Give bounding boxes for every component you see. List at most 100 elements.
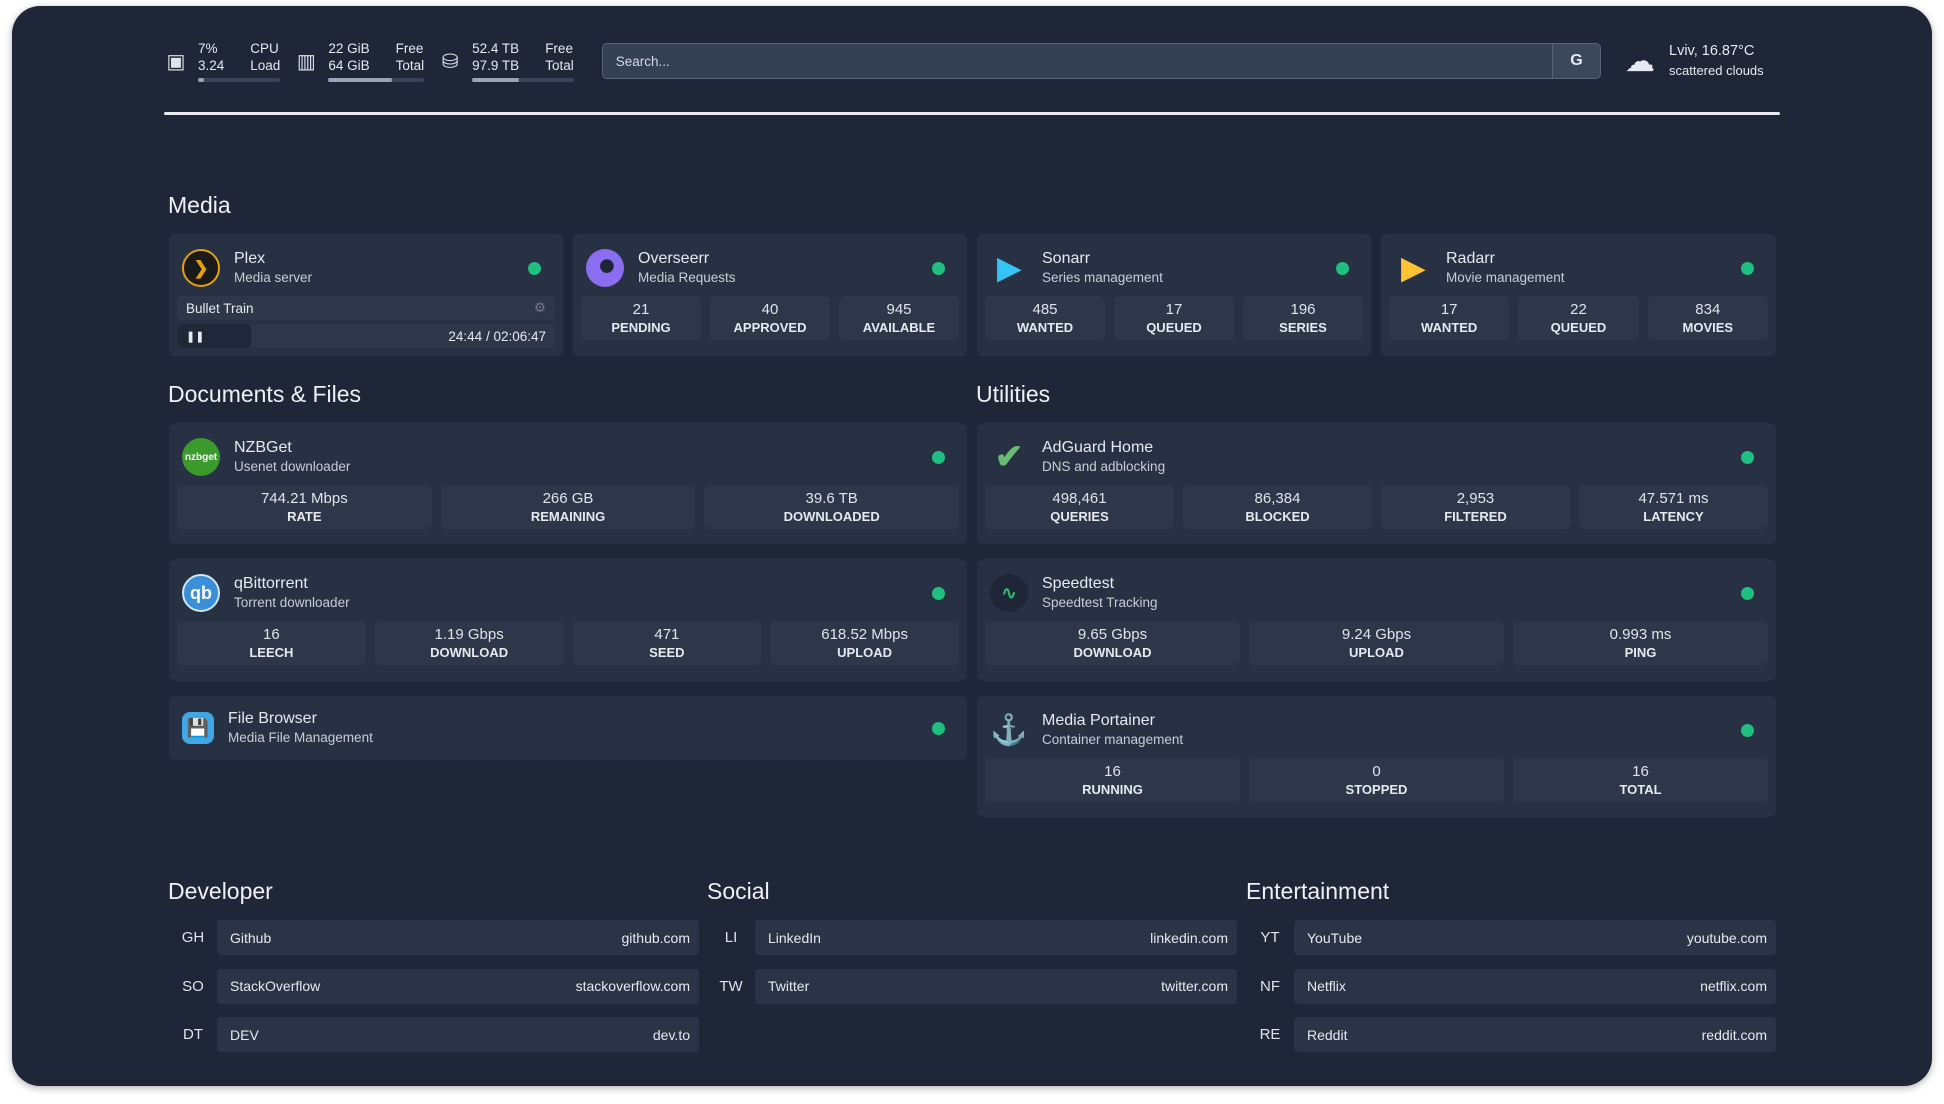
service-name: Sonarr bbox=[1042, 250, 1091, 267]
playback-row: ❚❚ 24:44 / 02:06:47 bbox=[177, 324, 555, 348]
stat-box: 40 APPROVED bbox=[710, 296, 830, 340]
status-dot bbox=[1336, 261, 1349, 275]
stat-label: QUEUED bbox=[1550, 320, 1607, 335]
service-desc: Container management bbox=[1042, 732, 1184, 747]
stat-value: 16 bbox=[263, 626, 280, 643]
bookmark-url: github.com bbox=[621, 929, 690, 946]
ram-widget: ▥ 22 GiB 64 GiB Free Total bbox=[294, 40, 425, 82]
cpu-label: CPU bbox=[250, 41, 279, 56]
dashboard bbox=[12, 6, 1932, 1086]
section-utilities: Utilities bbox=[976, 381, 1051, 407]
search-input[interactable] bbox=[602, 53, 1552, 69]
stat-label: BLOCKED bbox=[1245, 509, 1310, 524]
bookmark-name: YouTube bbox=[1307, 929, 1363, 946]
stat-value: 47.571 ms bbox=[1638, 490, 1709, 507]
status-dot bbox=[1741, 723, 1754, 737]
stat-value: 0.993 ms bbox=[1609, 626, 1672, 643]
stat-label: MOVIES bbox=[1682, 320, 1734, 335]
stat-label: PENDING bbox=[611, 320, 671, 335]
service-name: Overseerr bbox=[638, 250, 710, 267]
stat-box: 16 RUNNING bbox=[985, 758, 1240, 802]
playback-time: 24:44 / 02:06:47 bbox=[448, 328, 546, 344]
stat-label: SERIES bbox=[1279, 320, 1327, 335]
bookmark-name: Reddit bbox=[1307, 1026, 1348, 1043]
bookmark-abbr: TW bbox=[719, 977, 743, 995]
qbit-card[interactable]: qb qBittorrent Torrent downloader 16 LEECH 1… bbox=[169, 559, 967, 681]
stat-box: 744.21 Mbps RATE bbox=[177, 485, 432, 529]
stat-value: 266 GB bbox=[542, 490, 594, 507]
stat-value: 9.24 Gbps bbox=[1341, 626, 1412, 643]
disk-widget: ⛁ 52.4 TB 97.9 TB Free Total bbox=[438, 40, 574, 82]
load-label: Load bbox=[250, 58, 281, 73]
nzbget-card[interactable]: nzbget NZBGet Usenet downloader 744.21 Mbp… bbox=[169, 423, 967, 544]
adguard-card[interactable]: ✔ AdGuard Home DNS and adblocking 498,461 Q… bbox=[977, 423, 1776, 544]
stat-label: WANTED bbox=[1016, 320, 1074, 335]
stat-box: 0.993 ms PING bbox=[1513, 621, 1768, 665]
settings-icon[interactable]: ⚙ bbox=[533, 300, 546, 315]
stat-label: APPROVED bbox=[733, 320, 807, 335]
bookmark-url: twitter.com bbox=[1161, 978, 1228, 994]
bookmark-reddit[interactable]: RE Reddit reddit.com bbox=[1246, 1017, 1776, 1052]
stat-box: 0 STOPPED bbox=[1249, 758, 1504, 802]
stat-label: AVAILABLE bbox=[862, 320, 936, 335]
stat-label: STOPPED bbox=[1345, 782, 1408, 797]
plex-card[interactable]: ❯ Plex Media server Bullet Train ⚙ ❚❚ 24:44… bbox=[169, 234, 563, 356]
cpu-value: 7% bbox=[198, 41, 218, 56]
bookmark-name: Twitter bbox=[768, 978, 810, 994]
bookmark-stackoverflow[interactable]: SO StackOverflow stackoverflow.com bbox=[169, 968, 699, 1004]
now-playing-title: Bullet Train bbox=[186, 300, 254, 316]
weather-widget[interactable]: ☁ Lviv, 16.87°C scattered clouds bbox=[1625, 42, 1780, 80]
cpu-widget: ▣ 7% 3.24 CPU Load bbox=[164, 40, 281, 82]
stat-value: 618.52 Mbps bbox=[821, 626, 908, 643]
bookmark-dev[interactable]: DT DEV dev.to bbox=[169, 1017, 699, 1052]
sonarr-card[interactable]: ▶ Sonarr Series management 485 WANTED 17 QUEU… bbox=[977, 234, 1371, 356]
bookmark-netflix[interactable]: NF Netflix netflix.com bbox=[1246, 968, 1776, 1004]
filebrowser-card[interactable]: 💾 File Browser Media File Management bbox=[169, 696, 967, 760]
memory-icon: ▥ bbox=[296, 50, 316, 73]
section-media: Media bbox=[168, 192, 231, 218]
stat-box: 485 WANTED bbox=[985, 296, 1105, 340]
weather-location: Lviv, 16.87°C bbox=[1669, 43, 1755, 59]
bookmark-github[interactable]: GH Github github.com bbox=[169, 920, 699, 955]
stat-box: 17 QUEUED bbox=[1114, 296, 1234, 340]
portainer-logo-icon: ⚓ bbox=[990, 713, 1028, 747]
status-dot bbox=[932, 450, 945, 464]
status-dot bbox=[932, 721, 945, 735]
bookmark-url: linkedin.com bbox=[1150, 929, 1228, 946]
stat-value: 21 bbox=[632, 301, 650, 318]
radarr-card[interactable]: ▶ Radarr Movie management 17 WANTED 22 QUEUED… bbox=[1381, 234, 1776, 356]
section-developer: Developer bbox=[168, 878, 273, 904]
speedtest-card[interactable]: ∿ Speedtest Speedtest Tracking 9.65 Gbps DO… bbox=[977, 559, 1776, 681]
bookmark-twitter[interactable]: TW Twitter twitter.com bbox=[707, 968, 1237, 1004]
bookmark-youtube[interactable]: YT YouTube youtube.com bbox=[1246, 920, 1776, 955]
stat-label: FILTERED bbox=[1444, 509, 1507, 524]
portainer-card[interactable]: ⚓ Media Portainer Container management 16 R… bbox=[977, 696, 1776, 817]
bookmark-url: dev.to bbox=[652, 1026, 690, 1043]
bookmark-linkedin[interactable]: LI LinkedIn linkedin.com bbox=[707, 920, 1237, 955]
plex-logo-icon: ❯ bbox=[182, 249, 220, 287]
pause-icon[interactable]: ❚❚ bbox=[177, 324, 251, 348]
stat-label: LEECH bbox=[249, 645, 294, 660]
status-dot bbox=[1741, 586, 1754, 600]
bookmark-abbr: SO bbox=[182, 977, 204, 995]
status-dot bbox=[1741, 450, 1754, 464]
stat-label: LATENCY bbox=[1643, 509, 1704, 524]
service-name: File Browser bbox=[228, 710, 317, 727]
bookmark-abbr: GH bbox=[181, 929, 205, 946]
stat-label: DOWNLOAD bbox=[430, 645, 509, 660]
stat-value: 9.65 Gbps bbox=[1077, 626, 1148, 643]
filebrowser-logo-icon: 💾 bbox=[182, 712, 214, 744]
stat-box: 16 LEECH bbox=[177, 621, 366, 665]
stat-value: 16 bbox=[1104, 763, 1121, 780]
total-label: Total bbox=[545, 58, 574, 73]
stat-value: 471 bbox=[654, 626, 680, 643]
stat-box: 471 SEED bbox=[572, 621, 762, 665]
stat-value: 834 bbox=[1695, 301, 1721, 318]
overseerr-card[interactable]: Overseerr Media Requests 21 PENDING 40 APPROV… bbox=[573, 234, 967, 356]
bookmark-name: StackOverflow bbox=[230, 978, 321, 994]
stat-label: DOWNLOAD bbox=[1073, 645, 1152, 660]
search-provider-button[interactable]: G bbox=[1552, 44, 1600, 78]
now-playing: Bullet Train ⚙ bbox=[177, 296, 555, 320]
service-name: Plex bbox=[234, 250, 266, 267]
stat-label: RATE bbox=[287, 509, 322, 524]
